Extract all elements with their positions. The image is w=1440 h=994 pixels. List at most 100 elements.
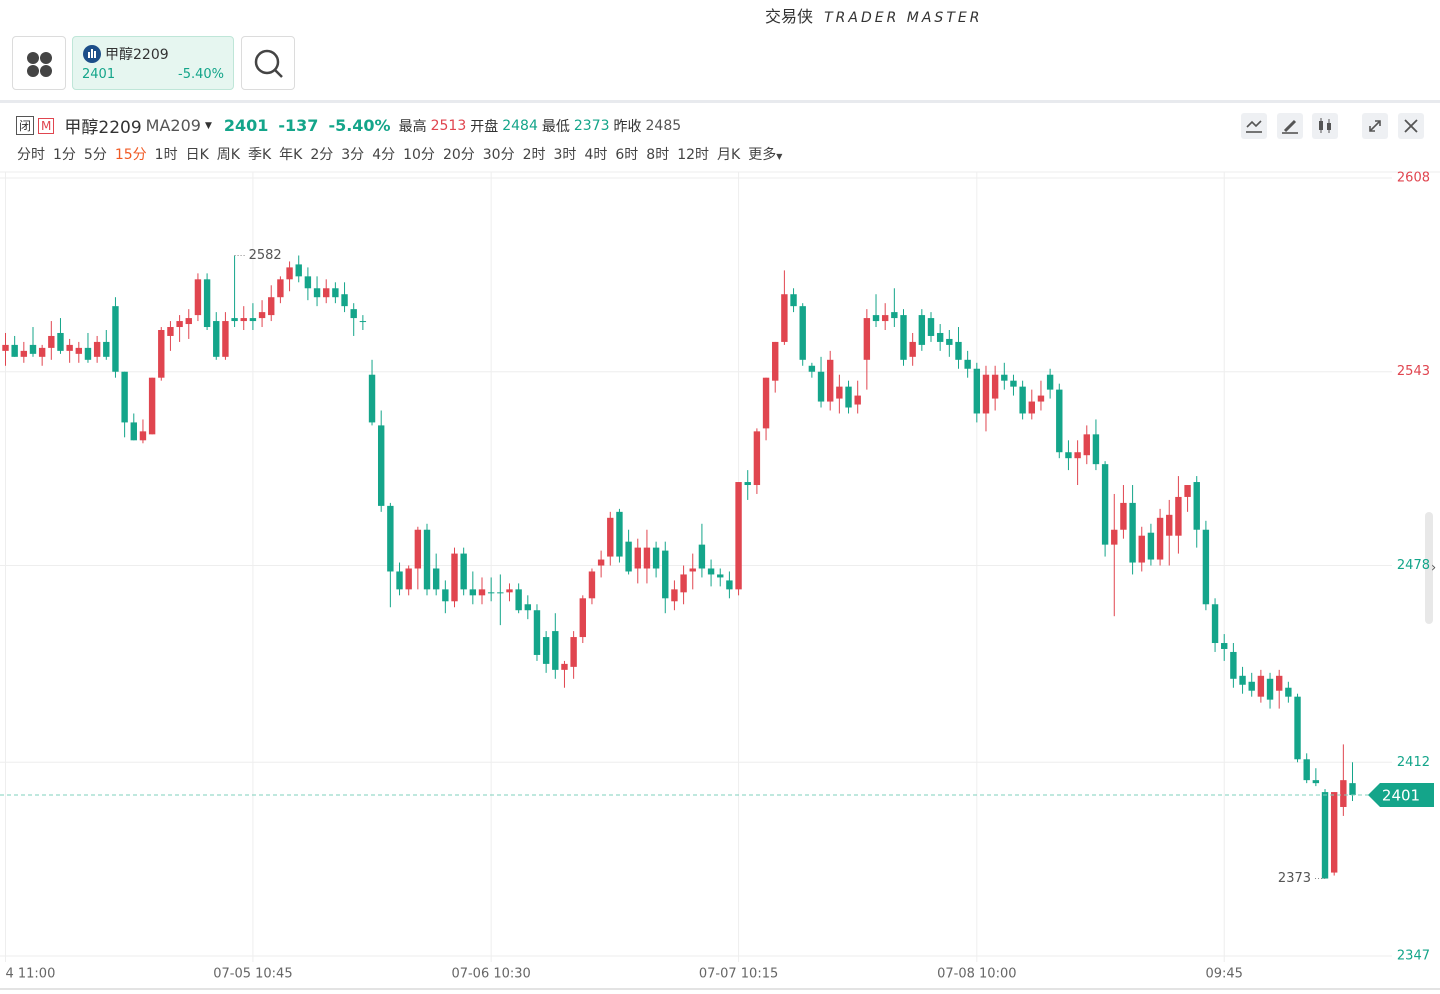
prev-close: 2485 bbox=[645, 117, 682, 134]
tool-draw[interactable] bbox=[1277, 113, 1303, 139]
tool-line[interactable] bbox=[1241, 113, 1267, 139]
candle-body bbox=[909, 341, 916, 357]
candle-body bbox=[1276, 675, 1283, 691]
candle-body bbox=[1065, 452, 1072, 459]
symbol-tab[interactable]: 甲醇2209 2401 -5.40% bbox=[72, 36, 234, 90]
candle-body bbox=[341, 294, 348, 307]
candle-body bbox=[387, 505, 394, 572]
candle-body bbox=[808, 365, 816, 372]
period-option[interactable]: 5分 bbox=[83, 147, 107, 163]
candle-body bbox=[1321, 792, 1329, 879]
candle-body bbox=[478, 589, 486, 596]
period-option[interactable]: 4分 bbox=[372, 147, 396, 163]
period-option[interactable]: 4时 bbox=[584, 147, 608, 163]
period-option[interactable]: 1时 bbox=[154, 147, 178, 163]
scrollbar[interactable] bbox=[1425, 512, 1433, 624]
candle-body bbox=[38, 347, 46, 357]
candle-body bbox=[973, 368, 981, 414]
candle-body bbox=[689, 568, 696, 572]
candle-body bbox=[790, 294, 797, 307]
candle-body bbox=[982, 374, 990, 414]
candle-body bbox=[405, 568, 412, 590]
candle-body bbox=[781, 294, 788, 342]
period-option[interactable]: 10分 bbox=[403, 147, 435, 163]
candle-body bbox=[359, 321, 367, 323]
period-option[interactable]: 1分 bbox=[53, 147, 76, 163]
low-label: 最低 bbox=[541, 118, 570, 135]
y-tick-label: 2543 bbox=[1397, 364, 1430, 379]
tool-expand[interactable] bbox=[1362, 113, 1388, 139]
candle-body bbox=[524, 604, 532, 611]
period-option[interactable]: 3时 bbox=[553, 147, 577, 163]
candle-body bbox=[277, 279, 284, 298]
y-tick-label: 2608 bbox=[1397, 170, 1430, 185]
indicator[interactable]: MA209 bbox=[145, 116, 201, 135]
period-option[interactable]: 3分 bbox=[341, 147, 365, 163]
tool-candle[interactable] bbox=[1312, 113, 1338, 139]
candle-body bbox=[1138, 535, 1145, 563]
period-option[interactable]: 月K bbox=[717, 147, 741, 163]
candle-body bbox=[552, 631, 559, 670]
candle-body bbox=[726, 580, 733, 590]
candle-body bbox=[616, 511, 623, 557]
candle-body bbox=[130, 422, 137, 441]
candle-body bbox=[1257, 675, 1265, 697]
candle-body bbox=[826, 359, 834, 402]
period-option[interactable]: 周K bbox=[216, 147, 240, 163]
last-price-tag bbox=[1368, 783, 1434, 808]
change-pct: -5.40% bbox=[328, 116, 391, 135]
candle-body bbox=[854, 395, 861, 405]
candle-body bbox=[231, 318, 238, 322]
period-option[interactable]: 年K bbox=[279, 147, 303, 163]
period-option[interactable]: 分时 bbox=[17, 147, 45, 163]
candle-body bbox=[1202, 529, 1210, 605]
period-bar: 分时 1分 5分 15分 1时 日K 周K 季K 年K 2分 3分 4分 10分 20分 30分 2时 3时 4时… bbox=[17, 144, 790, 164]
period-option[interactable]: 30分 bbox=[482, 147, 515, 163]
candle-body bbox=[176, 321, 183, 328]
candle-body bbox=[1074, 452, 1081, 459]
tab-change: -5.40% bbox=[178, 67, 224, 82]
last-price-label: 2401 bbox=[1382, 787, 1420, 805]
extreme-label: 2373 bbox=[1278, 871, 1311, 886]
extreme-label: 2582 bbox=[249, 248, 282, 263]
period-option[interactable]: 12时 bbox=[677, 147, 710, 163]
candle-body bbox=[1028, 401, 1035, 414]
candle-body bbox=[863, 318, 871, 360]
candle-body bbox=[946, 338, 953, 345]
candle-body bbox=[1156, 517, 1164, 560]
search-button[interactable] bbox=[241, 36, 295, 90]
period-option[interactable]: 20分 bbox=[442, 147, 475, 163]
candle-body bbox=[1019, 386, 1026, 414]
period-option[interactable]: 8时 bbox=[646, 147, 670, 163]
candle-body bbox=[1166, 514, 1173, 536]
candle-body bbox=[185, 318, 192, 325]
candle-body bbox=[845, 386, 852, 408]
candle-body bbox=[1129, 502, 1136, 563]
period-option[interactable]: 更多 bbox=[748, 147, 777, 163]
candle-body bbox=[1037, 395, 1045, 402]
period-option[interactable]: 2时 bbox=[522, 147, 546, 163]
low: 2373 bbox=[573, 117, 610, 134]
candle-body bbox=[643, 547, 651, 569]
candle-body bbox=[1184, 485, 1191, 497]
candle-body bbox=[57, 332, 64, 351]
candle-body bbox=[891, 312, 898, 319]
symbol: 甲醇2209 bbox=[64, 118, 142, 138]
period-option[interactable]: 季K bbox=[247, 147, 272, 163]
period-option[interactable]: 15分 bbox=[114, 147, 147, 163]
candle-body bbox=[368, 374, 376, 423]
candle-body bbox=[762, 377, 770, 429]
candle-body bbox=[121, 371, 128, 423]
candle-body bbox=[313, 288, 321, 298]
candle-body bbox=[991, 374, 999, 399]
period-option[interactable]: 2分 bbox=[310, 147, 334, 163]
open-label: 开盘 bbox=[470, 118, 499, 135]
candle-body bbox=[48, 335, 55, 348]
scroll-arrow[interactable]: › bbox=[1431, 561, 1436, 576]
menu-button[interactable] bbox=[12, 36, 66, 90]
candle-body bbox=[625, 541, 632, 572]
period-option[interactable]: 日K bbox=[185, 147, 209, 163]
candle-body bbox=[1083, 434, 1090, 456]
tool-close[interactable] bbox=[1398, 113, 1424, 139]
period-option[interactable]: 6时 bbox=[615, 147, 639, 163]
